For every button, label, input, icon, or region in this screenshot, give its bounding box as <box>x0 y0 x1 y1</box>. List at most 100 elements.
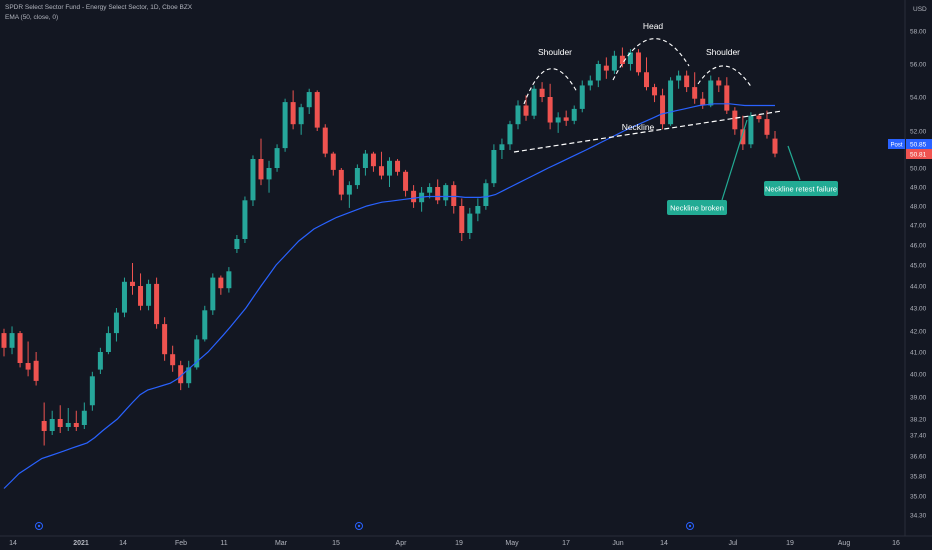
y-tick-label: 50.00 <box>910 166 927 173</box>
candle-body <box>499 144 505 150</box>
x-tick-label: 14 <box>660 540 668 547</box>
candle-body <box>162 324 168 355</box>
candle-body <box>571 108 577 121</box>
y-tick-label: 35.00 <box>910 494 927 501</box>
x-tick-label: 19 <box>786 540 794 547</box>
candle-body <box>146 283 152 306</box>
candle-body <box>306 92 312 108</box>
candle-body <box>370 153 376 167</box>
candle-body <box>668 80 674 125</box>
candle-body <box>772 138 778 154</box>
candle-body <box>483 183 489 206</box>
y-tick-label: 42.00 <box>910 329 927 336</box>
dividend-marker <box>355 522 363 530</box>
indicator-legend: EMA (50, close, 0) <box>5 14 59 21</box>
last-price: 50.81 <box>910 152 927 159</box>
candle-body <box>322 127 328 154</box>
x-tick-label: 2021 <box>73 540 89 547</box>
candle-body <box>595 64 601 81</box>
candle-body <box>724 85 730 111</box>
x-tick-label: 17 <box>562 540 570 547</box>
retest-failure-arrow <box>787 145 801 181</box>
candle-body <box>644 72 649 88</box>
y-tick-label: 35.80 <box>910 474 927 481</box>
candle-body <box>242 200 248 239</box>
candle-body <box>354 168 360 186</box>
post-tag-box <box>888 139 905 149</box>
x-tick-label: Mar <box>275 540 288 547</box>
candle-body <box>660 95 666 125</box>
candle-body <box>411 190 417 203</box>
y-tick-label: 40.00 <box>910 372 927 379</box>
candle-body <box>748 115 754 145</box>
candle-body <box>603 65 609 71</box>
candle-body <box>579 85 585 109</box>
retest-failure-callout-text: Neckline retest failure <box>765 185 837 194</box>
candle-body <box>619 55 625 64</box>
candle-body <box>186 367 192 384</box>
candle-body <box>338 169 344 195</box>
candle-body <box>65 423 71 427</box>
y-tick-label: 48.00 <box>910 204 927 211</box>
candle-body <box>49 419 55 431</box>
y-tick-label: 45.00 <box>910 263 927 270</box>
candle-body <box>25 363 31 370</box>
candle-body <box>33 360 39 381</box>
candle-body <box>459 206 465 233</box>
candle-body <box>130 281 135 286</box>
candle-body <box>234 239 240 249</box>
neckline-label: Neckline <box>622 122 655 132</box>
y-tick-label: 56.00 <box>910 62 927 69</box>
neckline <box>513 110 783 153</box>
y-tick-label: 58.00 <box>910 29 927 36</box>
post-price-box <box>906 139 932 149</box>
y-tick-label: 44.00 <box>910 284 927 291</box>
candle-body <box>740 129 746 145</box>
candle-body <box>274 148 280 168</box>
x-tick-label: 11 <box>220 540 227 547</box>
candle-body <box>282 102 288 149</box>
candle-body <box>73 423 79 427</box>
y-tick-label: 46.00 <box>910 243 927 250</box>
last-price-box <box>906 149 932 159</box>
y-tick-label: 47.00 <box>910 223 927 230</box>
candle-body <box>708 80 714 106</box>
candle-body <box>475 206 481 214</box>
candle-body <box>563 117 569 121</box>
candle-body <box>692 87 698 99</box>
candle-body <box>764 119 770 135</box>
candle-body <box>635 52 641 73</box>
candle-body <box>154 283 160 325</box>
candle-body <box>435 187 441 201</box>
y-tick-label: 34.30 <box>910 513 927 520</box>
candle-body <box>387 160 392 176</box>
candle-body <box>210 277 216 311</box>
post-tag: Post <box>890 143 902 149</box>
candle-body <box>523 105 529 116</box>
candle-body <box>716 80 722 86</box>
candle-body <box>226 271 232 289</box>
candle-body <box>611 55 617 71</box>
candle-body <box>467 213 473 233</box>
ema-line <box>3 103 775 489</box>
candle-body <box>298 107 304 125</box>
x-tick-label: Jul <box>729 540 738 547</box>
x-tick-label: 19 <box>455 540 463 547</box>
candle-body <box>587 80 593 86</box>
right-shoulder-arc <box>697 65 753 89</box>
dividend-marker-dot <box>688 524 692 528</box>
candle-body <box>9 333 15 348</box>
post-price: 50.85 <box>910 142 927 149</box>
right-shoulder-label: Shoulder <box>706 47 740 57</box>
y-tick-label: 38.20 <box>910 417 927 424</box>
x-tick-label: Jun <box>612 540 623 547</box>
candle-body <box>395 160 401 172</box>
candle-body <box>138 286 144 306</box>
x-tick-label: 16 <box>892 540 900 547</box>
neckline-broken-callout-text: Neckline broken <box>670 204 724 213</box>
retest-failure-callout-box <box>764 181 838 196</box>
candle-body <box>539 88 545 97</box>
candle-body <box>170 354 176 366</box>
candle-body <box>178 365 184 384</box>
